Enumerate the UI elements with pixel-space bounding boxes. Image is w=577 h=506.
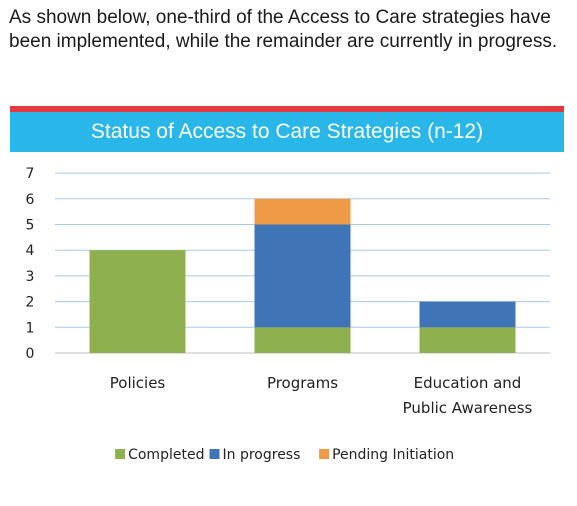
stacked-bar-chart: 0 1 2 3 4 5 6 7 Policies Programs Education and Pub… <box>26 166 550 463</box>
y-tick-label: 2 <box>26 295 35 311</box>
accent-divider <box>10 106 564 112</box>
bar-pending-initiation <box>254 198 351 225</box>
bar-completed <box>254 327 351 353</box>
y-tick-label: 4 <box>26 243 35 259</box>
y-tick-label: 1 <box>26 320 35 336</box>
legend-swatch <box>115 449 126 459</box>
bar-in-progress <box>419 301 516 328</box>
x-tick-label: Programs <box>267 374 338 392</box>
y-tick-label: 6 <box>26 192 35 208</box>
y-tick-label: 3 <box>26 269 35 285</box>
y-tick-label: 7 <box>26 166 35 182</box>
legend-swatch <box>209 449 220 459</box>
x-tick-label: Education and <box>414 374 522 392</box>
legend-swatch <box>319 449 330 459</box>
y-tick-label: 5 <box>26 218 35 234</box>
bar-in-progress <box>254 224 351 328</box>
bar-completed <box>419 327 516 353</box>
chart-title: Status of Access to Care Strategies (n-1… <box>10 112 564 152</box>
legend-label: Pending Initiation <box>332 447 454 463</box>
intro-paragraph: As shown below, one-third of the Access … <box>9 7 558 52</box>
y-tick-label: 0 <box>26 346 35 362</box>
x-tick-label: Public Awareness <box>403 399 533 417</box>
legend-label: In progress <box>223 447 301 463</box>
x-tick-label: Policies <box>110 374 166 392</box>
legend-label: Completed <box>128 447 204 463</box>
bar-completed <box>89 250 186 353</box>
